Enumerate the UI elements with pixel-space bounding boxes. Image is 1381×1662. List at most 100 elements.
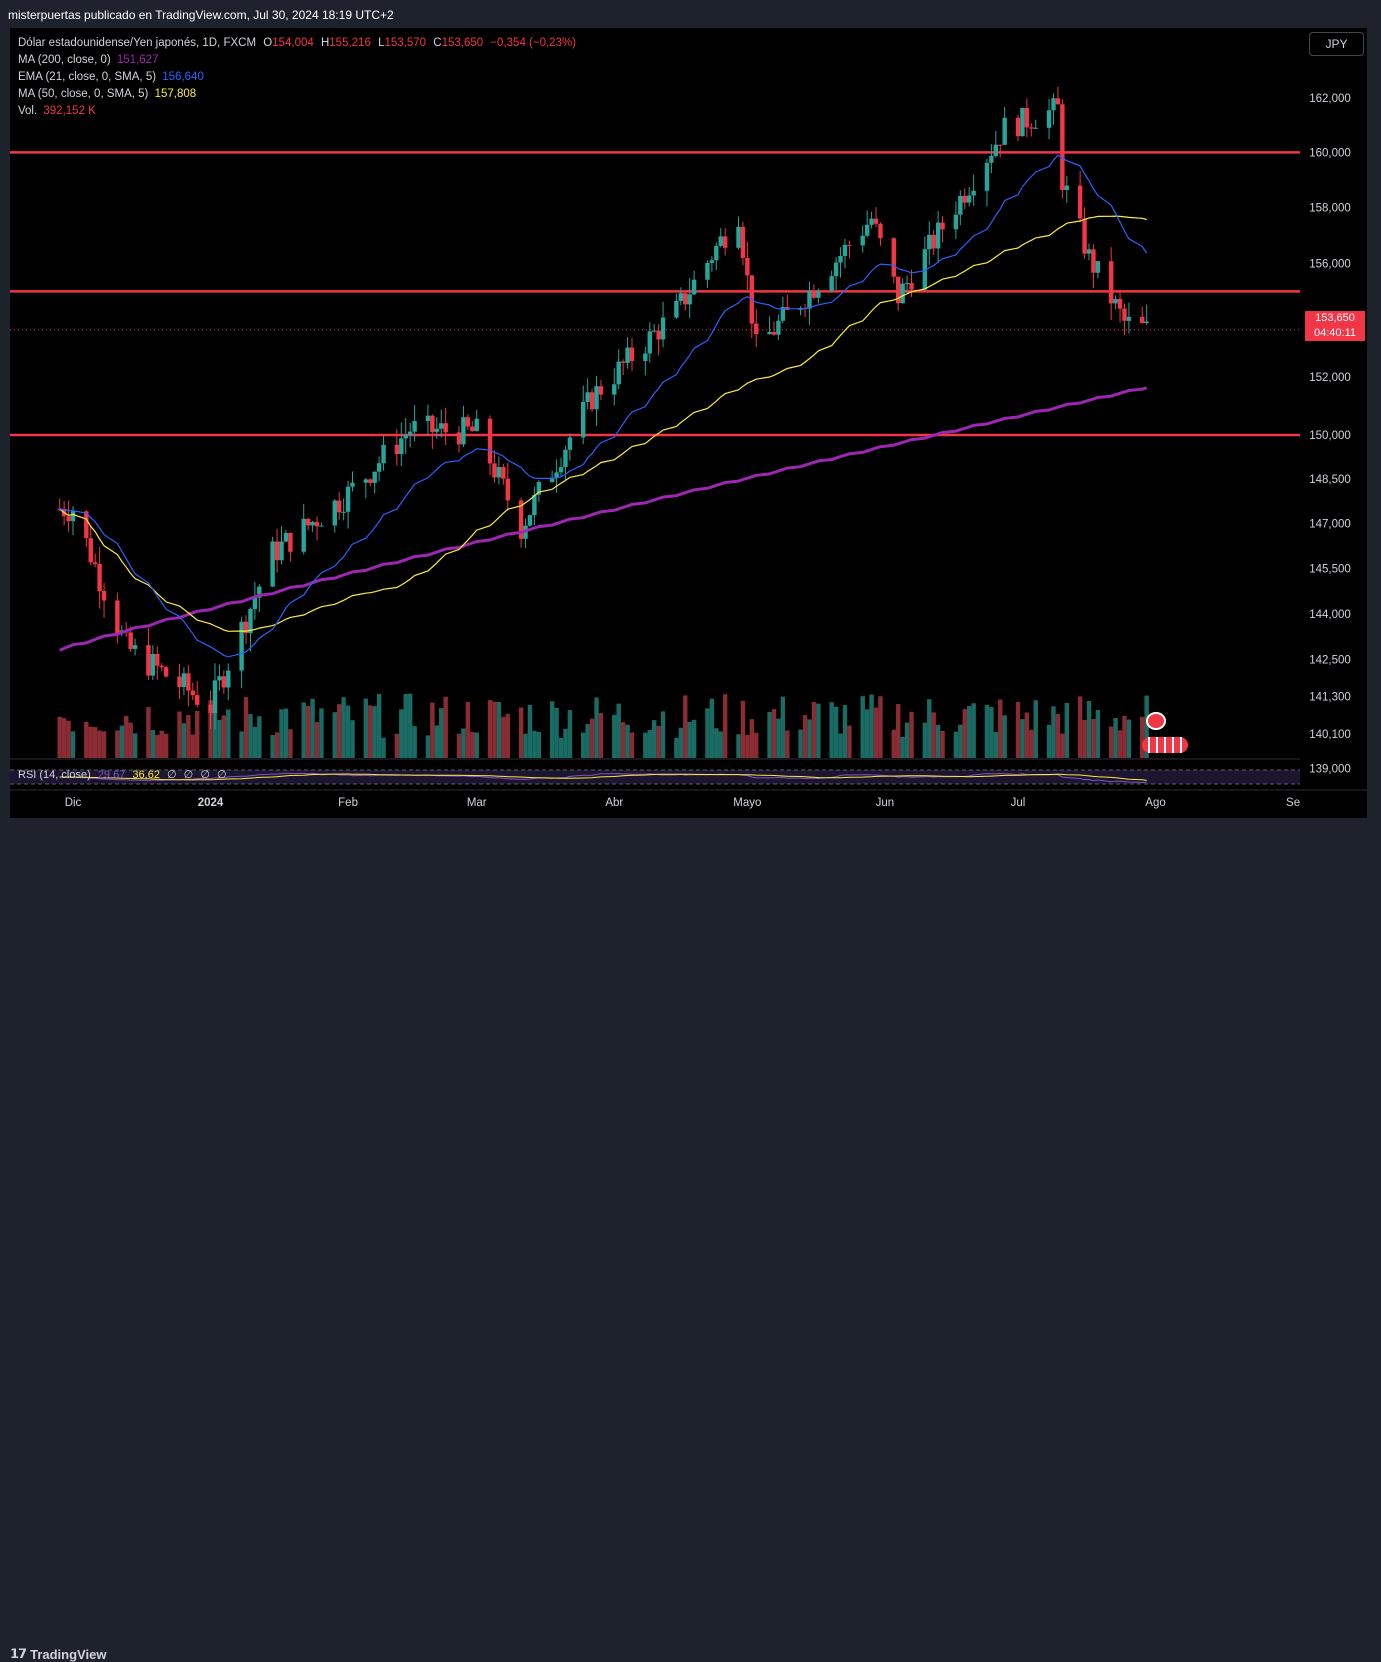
candle-body xyxy=(1117,298,1123,309)
volume-bar xyxy=(749,719,755,758)
high-label: H xyxy=(320,37,330,49)
volume-bar xyxy=(1108,726,1114,758)
candle-body xyxy=(616,361,621,385)
volume-bar xyxy=(860,696,865,758)
candle-body xyxy=(1144,321,1149,323)
volume-bar xyxy=(1033,700,1038,758)
x-tick-label: Feb xyxy=(338,797,358,809)
tradingview-logo-icon: 𝟭𝟳 xyxy=(10,1646,27,1661)
volume-bar xyxy=(1020,719,1025,758)
volume-bar xyxy=(958,724,963,758)
volume-bar xyxy=(656,725,661,758)
volume-bar xyxy=(61,718,67,758)
candle-body xyxy=(842,244,848,256)
high-value: 155,216 xyxy=(329,37,371,49)
volume-bar xyxy=(864,709,870,758)
volume-bar xyxy=(505,713,510,758)
volume-bar xyxy=(1140,716,1145,758)
candle-body xyxy=(581,401,586,438)
volume-bar xyxy=(439,708,444,758)
volume-bar xyxy=(616,703,621,758)
chart-frame[interactable]: 162,000160,000158,000156,000154,000152,0… xyxy=(10,28,1367,818)
candle-body xyxy=(736,226,741,248)
candle-body xyxy=(1029,127,1034,129)
candle-body xyxy=(811,290,817,298)
y-tick-label: 158,000 xyxy=(1309,202,1351,214)
volume-bar xyxy=(159,730,164,758)
candle-body xyxy=(186,673,191,691)
volume-bar xyxy=(1064,702,1070,758)
volume-bar xyxy=(674,737,679,758)
candle-body xyxy=(212,680,218,714)
candle-body xyxy=(248,609,253,634)
candle-body xyxy=(1126,316,1132,321)
candle-body xyxy=(70,511,76,522)
volume-bar xyxy=(239,731,244,758)
volume-bar xyxy=(594,697,599,758)
candle-body xyxy=(403,434,408,439)
candle-body xyxy=(1060,104,1065,191)
volume-bar xyxy=(718,731,723,758)
candle-body xyxy=(847,244,852,246)
candle-body xyxy=(368,479,373,483)
volume-bar xyxy=(283,708,289,758)
volume-bar xyxy=(802,715,808,758)
volume-bar xyxy=(124,716,129,758)
candle-body xyxy=(456,432,462,445)
candle-body xyxy=(629,347,635,362)
volume-bar xyxy=(687,721,692,758)
candle-body xyxy=(399,438,404,455)
candle-body xyxy=(1046,110,1052,128)
candle-body xyxy=(589,392,595,410)
candle-body xyxy=(625,347,630,363)
volume-bar xyxy=(798,729,803,758)
candle-body xyxy=(1002,117,1007,145)
ma200-value: 151,627 xyxy=(116,54,159,66)
volume-bar xyxy=(811,701,817,758)
candle-body xyxy=(971,190,976,196)
ma50-line xyxy=(59,215,1147,632)
tradingview-logo[interactable]: 𝟭𝟳 TradingView xyxy=(10,1646,106,1662)
volume-bar xyxy=(767,711,772,758)
volume-bar xyxy=(70,731,76,758)
currency-button[interactable]: JPY xyxy=(1309,32,1364,56)
y-tick-label: 144,000 xyxy=(1309,609,1351,621)
volume-bar xyxy=(252,726,258,758)
volume-bar xyxy=(998,699,1003,758)
candle-body xyxy=(1140,316,1145,323)
candle-body xyxy=(709,260,715,263)
volume-bar xyxy=(270,735,275,758)
volume-bar xyxy=(1055,713,1061,758)
volume-bar xyxy=(558,737,564,758)
candle-body xyxy=(221,676,227,688)
ema21-value: 156,640 xyxy=(162,71,204,83)
volume-bar xyxy=(394,733,400,758)
y-tick-label: 141,300 xyxy=(1309,692,1351,704)
candle-body xyxy=(536,481,542,495)
event-flag-icon[interactable] xyxy=(1146,712,1166,730)
candle-body xyxy=(1113,298,1118,304)
volume-bar xyxy=(1029,729,1034,758)
candle-body xyxy=(381,444,386,464)
volume-bar xyxy=(651,720,657,758)
volume-bar xyxy=(279,709,284,758)
candle-body xyxy=(678,293,684,301)
ema21-row: EMA (21, close, 0, SMA, 5) 156,640 xyxy=(18,69,576,86)
volume-bar xyxy=(226,709,231,758)
ma50-row: MA (50, close, 0, SMA, 5) 157,808 xyxy=(18,86,576,103)
us-flag-events-icon[interactable] xyxy=(1142,737,1188,753)
candle-body xyxy=(878,223,883,239)
volume-bar xyxy=(101,731,107,758)
volume-bar xyxy=(425,735,431,758)
volume-bar xyxy=(518,707,524,758)
volume-bar xyxy=(612,714,617,758)
candle-body xyxy=(97,564,102,592)
candle-body xyxy=(931,234,936,249)
candle-body xyxy=(177,676,182,687)
candle-body xyxy=(754,323,759,335)
candle-body xyxy=(1091,249,1096,273)
price-chart[interactable]: 162,000160,000158,000156,000154,000152,0… xyxy=(10,28,1367,818)
volume-bar xyxy=(243,697,249,758)
volume-bar xyxy=(155,734,160,758)
candle-body xyxy=(1051,98,1056,111)
